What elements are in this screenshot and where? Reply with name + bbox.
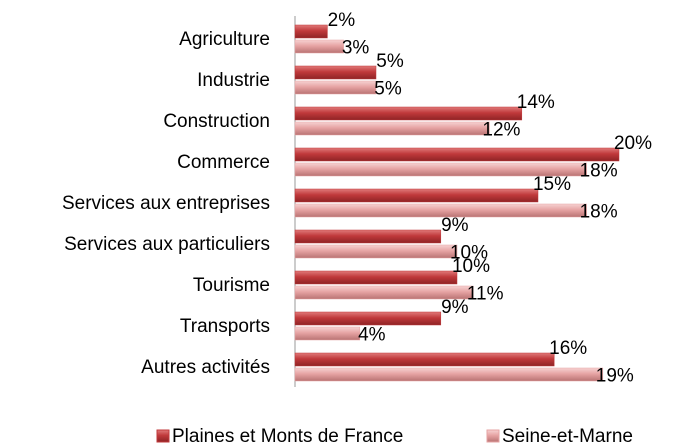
bar bbox=[294, 229, 442, 244]
value-label: 9% bbox=[441, 215, 469, 236]
value-label: 20% bbox=[614, 133, 652, 154]
legend-label: Plaines et Monts de France bbox=[172, 426, 403, 447]
bar bbox=[294, 188, 539, 203]
value-label: 19% bbox=[596, 366, 634, 387]
bar bbox=[294, 162, 587, 177]
value-label: 18% bbox=[580, 202, 618, 223]
bar bbox=[294, 285, 474, 300]
bar bbox=[294, 106, 523, 121]
bar bbox=[294, 121, 490, 136]
category-label: Agriculture bbox=[179, 29, 270, 50]
value-label: 14% bbox=[517, 92, 555, 113]
category-label: Tourisme bbox=[193, 275, 270, 296]
legend-swatch bbox=[156, 429, 170, 443]
category-label: Industrie bbox=[197, 70, 270, 91]
category-label: Services aux particuliers bbox=[64, 234, 270, 255]
bar bbox=[294, 80, 377, 95]
bar bbox=[294, 311, 442, 326]
category-label: Services aux entreprises bbox=[62, 193, 270, 214]
bar bbox=[294, 65, 377, 80]
value-label: 4% bbox=[358, 325, 386, 346]
bar bbox=[294, 39, 344, 54]
value-label: 18% bbox=[580, 161, 618, 182]
bar bbox=[294, 147, 620, 162]
value-label: 3% bbox=[342, 38, 370, 59]
value-label: 5% bbox=[374, 79, 402, 100]
category-label: Construction bbox=[163, 111, 270, 132]
category-label: Autres activités bbox=[141, 357, 270, 378]
value-label: 5% bbox=[376, 51, 404, 72]
value-label: 11% bbox=[467, 284, 504, 305]
bar bbox=[294, 270, 458, 285]
bar bbox=[294, 24, 328, 39]
bar bbox=[294, 352, 555, 367]
category-label: Transports bbox=[180, 316, 270, 337]
bar bbox=[294, 367, 604, 382]
bar bbox=[294, 326, 361, 341]
category-label: Commerce bbox=[177, 152, 270, 173]
legend-swatch bbox=[486, 429, 500, 443]
value-label: 16% bbox=[549, 338, 587, 359]
value-label: 15% bbox=[533, 174, 571, 195]
value-label: 2% bbox=[328, 10, 356, 31]
bar bbox=[294, 203, 587, 218]
value-label: 12% bbox=[482, 120, 520, 141]
bar bbox=[294, 244, 458, 259]
value-label: 10% bbox=[450, 243, 488, 264]
value-label: 9% bbox=[441, 297, 469, 318]
value-label: 10% bbox=[452, 256, 490, 277]
legend-label: Seine-et-Marne bbox=[502, 426, 633, 447]
